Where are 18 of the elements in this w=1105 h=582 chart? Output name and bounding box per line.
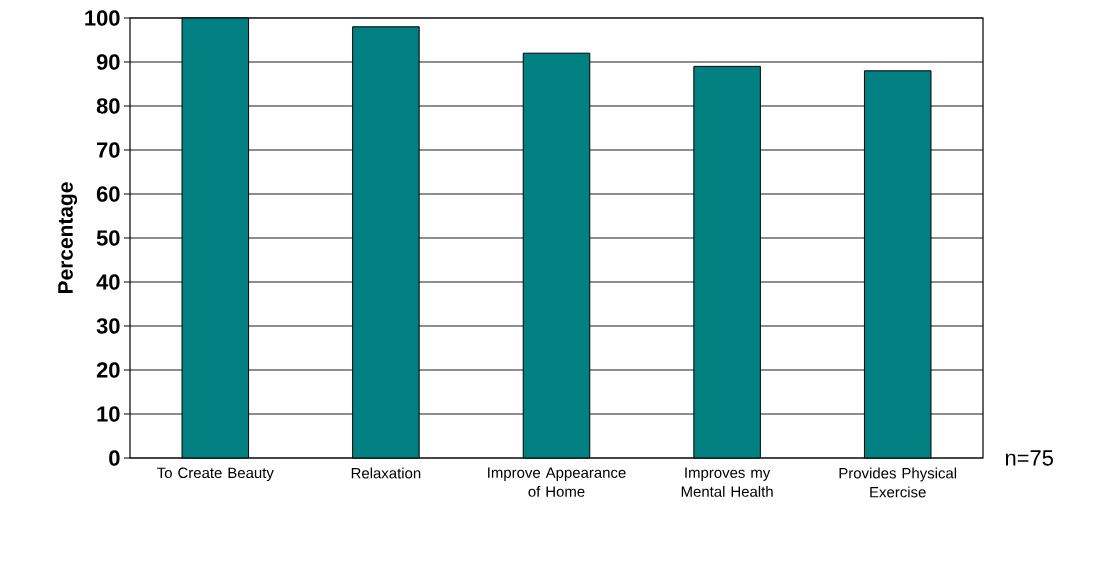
x-tick-label: Provides Physical Exercise: [839, 467, 957, 498]
y-tick-label: 90: [96, 54, 120, 70]
y-tick-label: 30: [96, 318, 120, 334]
y-tick-label: 70: [97, 142, 120, 158]
y-tick-label: 10: [97, 406, 120, 422]
y-tick-label: 80: [96, 98, 120, 114]
y-tick-label: 60: [96, 186, 120, 202]
y-tick-label: 50: [96, 230, 120, 246]
y-tick-label: 40: [96, 274, 120, 290]
y-tick-label: 20: [96, 362, 120, 378]
x-tick-label: To Create Beauty: [157, 467, 274, 482]
y-tick-label: 100: [85, 10, 120, 26]
text: n=75: [1005, 450, 1053, 466]
x-tick-label: Relaxation: [351, 467, 421, 479]
x-tick-label: Improve Appearance of Home: [488, 467, 626, 497]
x-tick-label: Improves my Mental Health: [681, 467, 773, 497]
y-tick-label: 0: [109, 450, 120, 466]
y-axis-title: Percentage: [58, 182, 78, 293]
